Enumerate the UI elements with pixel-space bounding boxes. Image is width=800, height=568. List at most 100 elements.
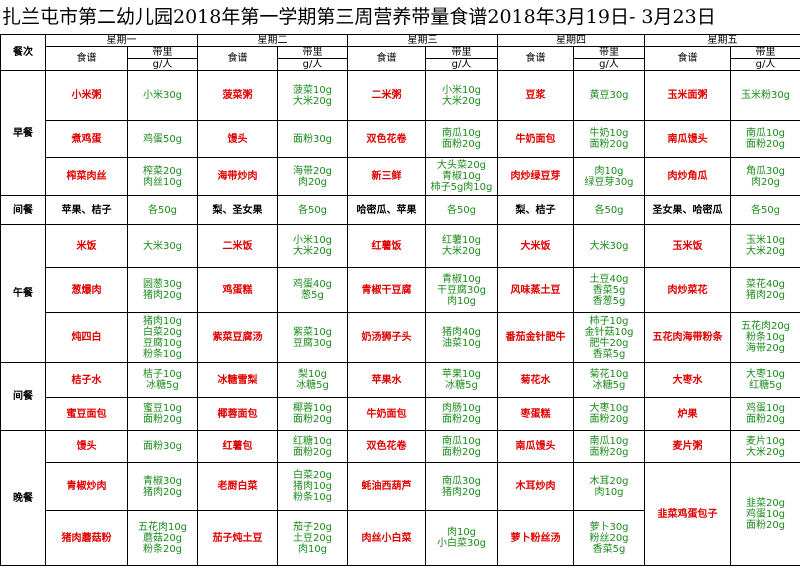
amount: 梨10g 冰糖5g [277, 362, 348, 398]
amount: 菠菜10g 大米20g [277, 70, 348, 121]
amount-line: 粉条10g [142, 348, 183, 360]
amount: 肉10g 小白菜30g [425, 510, 498, 566]
amount-line: 大头菜20g [436, 160, 487, 171]
dish: 萝卜粉丝汤 [497, 510, 574, 566]
amount-line: 猪肉40g [441, 326, 482, 338]
amount-line: 菠菜10g [292, 84, 333, 96]
amount: 各50g [277, 195, 348, 225]
amount-line: 紫菜10g [292, 326, 333, 338]
amount-header: 带里 [730, 46, 800, 59]
dish: 双色花卷 [347, 120, 426, 158]
amount-line: 面粉20g [441, 446, 482, 458]
amount-line: 大米30g [589, 240, 629, 252]
menu-table: 餐次 星期一 星期二 星期三 星期四 星期五 食谱 带里 食谱 带里 食谱 带里 食谱 带里 食谱 带里 g/人… [0, 34, 800, 566]
meal-row: 猪肉蘑菇粉 五花肉10g 蘑菇20g 粉条20g 茄子炖土豆 茄子20g 土豆20g 肉10g… [1, 510, 800, 566]
day-header: 星期三 [347, 34, 498, 47]
amount-line: 各50g [297, 204, 328, 216]
amount-line: 大米20g [292, 246, 333, 257]
amount: 各50g [573, 195, 645, 225]
amount-line: 各50g [594, 204, 624, 216]
amount: 玉米粉30g [730, 70, 800, 121]
amount-line: 豆腐30g [292, 337, 333, 349]
amount-line: 五花肉20g [740, 321, 791, 332]
amount: 菜花40g 猪肉20g [730, 267, 800, 313]
amount-line: 桔子10g [142, 369, 183, 380]
dish: 炖四白 [45, 312, 128, 363]
dish: 哈密瓜、苹果 [347, 195, 426, 225]
dish: 菠菜粥 [197, 70, 278, 121]
amount-line: 面粉20g [142, 414, 183, 425]
amount: 木耳20g 肉10g [573, 462, 645, 511]
amount: 南瓜10g 面粉20g [573, 430, 645, 463]
title: 扎兰屯市第二幼儿园2018年第一学期第三周营养带量食谱2018年3月19日- 3… [2, 6, 716, 28]
amount: 白菜20g 猪肉10g 粉条10g [277, 462, 348, 511]
amount: 蜜豆10g 面粉20g [127, 397, 198, 431]
amount-line: 大米20g [745, 446, 786, 458]
dish-header: 食谱 [197, 46, 278, 71]
amount: 榨菜20g 肉丝10g [127, 157, 198, 196]
amount-header: 带里 [127, 46, 198, 59]
amount: 牛奶10g 面粉20g [573, 120, 645, 158]
amount-line: 干豆腐30g [436, 284, 487, 296]
day-header: 星期一 [45, 34, 198, 47]
amount-line: 蘑菇20g [142, 532, 183, 544]
amount-line: 土豆40g [589, 273, 629, 285]
amount-line: 冰糖5g [592, 380, 626, 391]
amount-line: 鸡蛋10g [745, 508, 786, 520]
day-header: 星期二 [197, 34, 348, 47]
amount-line: 白菜20g [292, 470, 333, 481]
amount-line: 梨10g [297, 369, 328, 380]
amount-line: 蜜豆10g [142, 403, 183, 414]
dish-header: 食谱 [347, 46, 426, 71]
amount-line: 面粉20g [292, 414, 333, 425]
amount: 南瓜10g 面粉20g [730, 120, 800, 158]
amount-line: 小白菜30g [436, 538, 487, 549]
dish: 老厨白菜 [197, 462, 278, 511]
amount: 大米30g [127, 224, 198, 268]
amount: 黄豆30g [573, 70, 645, 121]
dish: 椰蓉面包 [197, 397, 278, 431]
amount: 青椒10g 干豆腐30g 肉10g [425, 267, 498, 313]
amount-line: 黄豆30g [589, 90, 629, 101]
amount-line: 粉丝20g [589, 532, 629, 544]
amount-line: 海带20g [745, 343, 786, 354]
amount: 肉10g 绿豆芽30g [573, 157, 645, 196]
dish: 牛奶面包 [347, 397, 426, 431]
meal-row: 间餐 桔子水 桔子10g 冰糖5g 冰糖雪梨 梨10g 冰糖5g 苹果水 苹果10g 冰糖5g 菊花… [0, 362, 800, 431]
meal-row: 葱爆肉 圆葱30g 猪肉20g 鸡蛋糕 鸡蛋40g 葱5g 青椒干豆腐 青椒10g 干豆腐30g… [1, 267, 800, 313]
amount-line: 肉20g [750, 176, 781, 188]
amount: 南瓜30g 猪肉20g [425, 462, 498, 511]
amount: 小米10g 大米20g [277, 224, 348, 268]
amount: 鸡蛋10g 面粉20g [730, 397, 800, 431]
dish-header: 食谱 [644, 46, 731, 71]
dish: 玉米面粥 [644, 70, 731, 121]
amount-line: 玉米10g [745, 235, 786, 246]
amount-line: 面粉30g [142, 441, 183, 452]
meal-label: 午餐 [0, 224, 46, 363]
amount: 猪肉10g 白菜20g 豆腐10g 粉条10g [127, 312, 198, 363]
amount: 桔子10g 冰糖5g [127, 362, 198, 398]
amount-line: 大米20g [441, 246, 482, 257]
dish: 肉炒绿豆芽 [497, 157, 574, 196]
amount-line: 冰糖5g [146, 380, 179, 391]
amount: 猪肉40g 油菜10g [425, 312, 498, 363]
amount-line: 红糖10g [292, 435, 333, 447]
dish: 青椒炒肉 [45, 462, 128, 511]
dish: 豆浆 [497, 70, 574, 121]
dish: 南瓜馒头 [497, 430, 574, 463]
amount-line: 面粉20g [745, 519, 786, 531]
meal-row: 午餐 米饭 大米30g 二米饭 小米10g 大米20g 红薯饭 红薯10g 大米20g 大米饭 大米… [0, 224, 800, 363]
amount: 鸡蛋50g [127, 120, 198, 158]
amount: 红薯10g 大米20g [425, 224, 498, 268]
dish: 馒头 [45, 430, 128, 463]
dish: 红薯饭 [347, 224, 426, 268]
amount: 面粉30g [277, 120, 348, 158]
amount-line: 青椒10g [441, 273, 482, 285]
amount-line: 大枣10g [745, 369, 786, 380]
meal-row: 榨菜肉丝 榨菜20g 肉丝10g 海带炒肉 海带20g 肉20g 新三鲜 大头菜20g 青椒10… [1, 157, 800, 196]
amount-line: 面粉20g [745, 414, 786, 425]
amount-line: 角瓜30g [745, 165, 786, 177]
dish: 二米粥 [347, 70, 426, 121]
amount: 各50g [425, 195, 498, 225]
